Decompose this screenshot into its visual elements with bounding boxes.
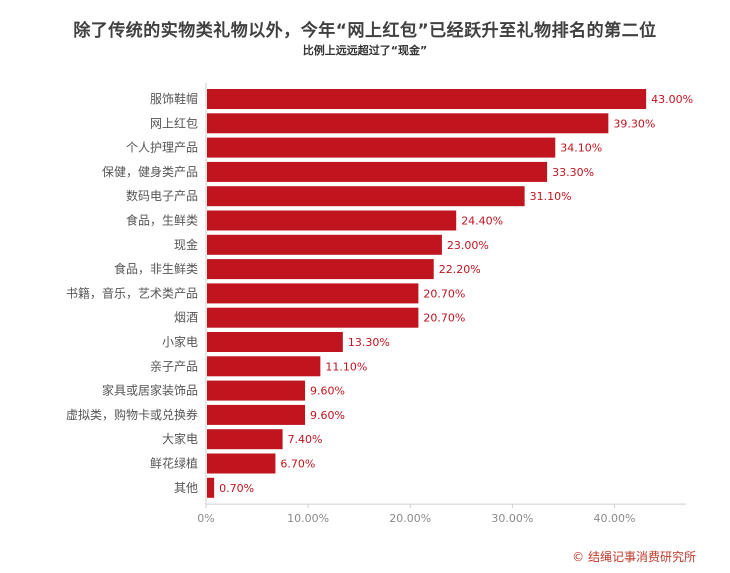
- bars-layer: [207, 89, 647, 498]
- category-label: 服饰鞋帽: [150, 91, 198, 106]
- category-label: 烟酒: [174, 311, 198, 325]
- value-label: 11.10%: [325, 360, 367, 373]
- bar: [207, 477, 215, 498]
- bar: [207, 137, 556, 158]
- category-label: 亲子产品: [150, 359, 198, 373]
- bar: [207, 429, 283, 450]
- category-label: 家具或居家装饰品: [102, 383, 198, 398]
- category-label: 虚拟类，购物卡或兑换券: [66, 407, 198, 422]
- bar: [207, 210, 457, 231]
- category-label: 保健，健身类产品: [102, 164, 198, 179]
- bar: [207, 161, 548, 182]
- category-label: 小家电: [162, 334, 198, 349]
- source-note: © 结绳记事消费研究所: [572, 550, 696, 564]
- value-label: 20.70%: [423, 312, 465, 325]
- x-tick-label: 40.00%: [594, 512, 636, 525]
- x-tick-label: 0%: [197, 512, 214, 525]
- x-tick-label: 20.00%: [389, 512, 431, 525]
- bar: [207, 113, 609, 134]
- value-label: 39.30%: [613, 117, 655, 130]
- value-label: 33.30%: [552, 166, 594, 179]
- axis-layer: 0% 10.00% 20.00% 30.00% 40.00%: [197, 83, 686, 525]
- bar: [207, 453, 276, 474]
- bar: [207, 404, 306, 425]
- x-tick-label: 30.00%: [491, 512, 533, 525]
- bar: [207, 89, 647, 109]
- value-label: 9.60%: [310, 385, 345, 398]
- value-label: 34.10%: [560, 142, 602, 155]
- bar: [207, 234, 442, 255]
- bar: [207, 259, 434, 280]
- x-tick-label: 10.00%: [287, 512, 329, 525]
- category-label: 书籍，音乐，艺术类产品: [66, 285, 198, 300]
- bar: [207, 356, 321, 377]
- bar: [207, 186, 525, 207]
- bar: [207, 332, 343, 352]
- bar: [207, 283, 419, 304]
- value-label: 13.30%: [348, 336, 390, 349]
- category-label: 食品，非生鲜类: [114, 261, 198, 276]
- bar: [207, 307, 419, 328]
- value-label: 7.40%: [288, 433, 323, 446]
- category-label: 数码电子产品: [126, 188, 198, 203]
- value-label: 22.20%: [439, 263, 481, 276]
- chart-subtitle: 比例上远远超过了“现金”: [302, 44, 428, 57]
- category-label: 其他: [174, 481, 198, 495]
- category-label: 食品，生鲜类: [126, 213, 198, 228]
- value-label: 23.00%: [447, 239, 489, 252]
- value-label: 24.40%: [461, 215, 503, 228]
- category-label: 现金: [174, 237, 198, 252]
- category-label: 大家电: [162, 431, 198, 446]
- value-label: 6.70%: [280, 458, 315, 471]
- category-label: 鲜花绿植: [150, 456, 198, 471]
- chart-title: 除了传统的实物类礼物以外，今年“网上红包”已经跃升至礼物排名的第二位: [73, 21, 657, 41]
- value-label: 9.60%: [310, 409, 345, 422]
- labels-layer: 服饰鞋帽 43.00% 网上红包 39.30% 个人护理产品 34.10% 保健，健身类产品…: [66, 91, 693, 495]
- value-label: 31.10%: [530, 190, 572, 203]
- value-label: 0.70%: [219, 482, 254, 495]
- bar: [207, 380, 306, 401]
- value-label: 20.70%: [423, 287, 465, 300]
- value-label: 43.00%: [651, 93, 693, 106]
- category-label: 网上红包: [150, 115, 198, 130]
- category-label: 个人护理产品: [126, 141, 198, 155]
